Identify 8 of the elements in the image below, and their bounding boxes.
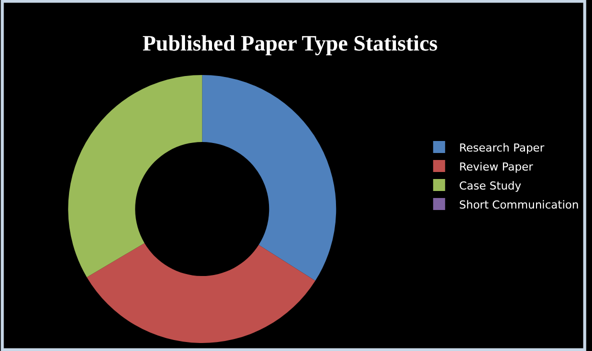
legend-label: Short Communication [459,198,579,212]
legend-label: Review Paper [459,160,534,174]
donut-slice [68,75,202,278]
donut-slice [202,75,336,281]
legend-label: Case Study [459,179,522,192]
chart-title: Published Paper Type Statistics [142,30,438,56]
legend-label: Research Paper [459,141,545,154]
donut-slice [86,243,316,343]
